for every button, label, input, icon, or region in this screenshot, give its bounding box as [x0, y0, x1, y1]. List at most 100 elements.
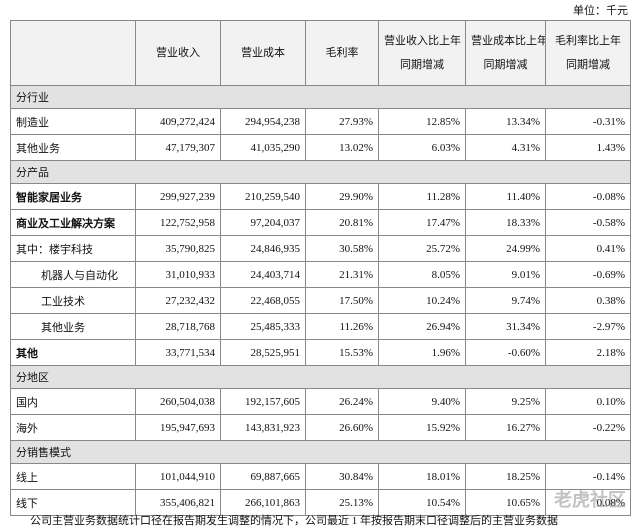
cell: 195,947,693 [135, 414, 221, 441]
cell: -0.60% [465, 339, 546, 366]
data-row: 线上 101,044,910 69,887,665 30.84% 18.01% 18.25… [10, 463, 631, 490]
cell: 10.24% [378, 287, 466, 314]
cell: 69,887,665 [220, 463, 306, 490]
row-label: 商业及工业解决方案 [10, 209, 136, 236]
section-label: 分产品 [10, 160, 631, 184]
data-row: 工业技术 27,232,432 22,468,055 17.50% 10.24% 9.74… [10, 287, 631, 314]
cell: 47,179,307 [135, 134, 221, 161]
row-label: 机器人与自动化 [10, 261, 136, 288]
cell: 260,504,038 [135, 388, 221, 415]
data-row: 海外 195,947,693 143,831,923 26.60% 15.92% 16.2… [10, 414, 631, 441]
header-line: 同期增减 [483, 59, 528, 71]
cell: -0.14% [545, 463, 631, 490]
section-label: 分地区 [10, 365, 631, 389]
cell: 16.27% [465, 414, 546, 441]
cell: 6.03% [378, 134, 466, 161]
header-cell: 营业成本 [220, 20, 306, 86]
cell: 143,831,923 [220, 414, 306, 441]
data-row: 线下 355,406,821 266,101,863 25.13% 10.54% 10.6… [10, 489, 631, 516]
data-row: 其中：楼宇科技 35,790,825 24,846,935 30.58% 25.72% 2… [10, 235, 631, 262]
cell: 20.81% [305, 209, 379, 236]
cell: 15.53% [305, 339, 379, 366]
data-row: 商业及工业解决方案 122,752,958 97,204,037 20.81% 17.4… [10, 209, 631, 236]
row-label: 工业技术 [10, 287, 136, 314]
cell: 18.01% [378, 463, 466, 490]
cell: 17.50% [305, 287, 379, 314]
data-row: 机器人与自动化 31,010,933 24,403,714 21.31% 8.05% 9.… [10, 261, 631, 288]
section-row: 分产品 [10, 160, 631, 184]
cell: -0.58% [545, 209, 631, 236]
header-cell: 毛利率比上年 同期增减 [545, 20, 631, 86]
cell: 28,525,951 [220, 339, 306, 366]
cell: -2.97% [545, 313, 631, 340]
section-row: 分地区 [10, 365, 631, 389]
cell: 266,101,863 [220, 489, 306, 516]
data-row: 其他业务 28,718,768 25,485,333 11.26% 26.94% 31.3… [10, 313, 631, 340]
cell: -0.22% [545, 414, 631, 441]
header-cell [10, 20, 136, 86]
row-label: 国内 [10, 388, 136, 415]
cell: 22,468,055 [220, 287, 306, 314]
cell: 18.33% [465, 209, 546, 236]
cell: 15.92% [378, 414, 466, 441]
cell: 12.85% [378, 108, 466, 135]
cell: 1.43% [545, 134, 631, 161]
cell: 2.18% [545, 339, 631, 366]
cell: 29.90% [305, 183, 379, 210]
cell: 101,044,910 [135, 463, 221, 490]
cell: 0.08% [545, 489, 631, 516]
cell: 210,259,540 [220, 183, 306, 210]
unit-label: 单位：千元 [573, 5, 628, 17]
row-label: 其他 [10, 339, 136, 366]
cell: 9.74% [465, 287, 546, 314]
cell: 25,485,333 [220, 313, 306, 340]
section-row: 分销售模式 [10, 440, 631, 464]
cell: 11.28% [378, 183, 466, 210]
cell: 299,927,239 [135, 183, 221, 210]
row-label: 其他业务 [10, 134, 136, 161]
header-cell: 营业成本比上年 同期增减 [465, 20, 546, 86]
cell: 27,232,432 [135, 287, 221, 314]
header-cell: 营业收入 [135, 20, 221, 86]
cell: 1.96% [378, 339, 466, 366]
cell: 9.25% [465, 388, 546, 415]
cell: 11.26% [305, 313, 379, 340]
header-line: 毛利率比上年 [555, 35, 621, 47]
cell: 9.40% [378, 388, 466, 415]
cell: 122,752,958 [135, 209, 221, 236]
cell: 17.47% [378, 209, 466, 236]
cell: 97,204,037 [220, 209, 306, 236]
data-row: 其他业务 47,179,307 41,035,290 13.02% 6.03% 4.31%… [10, 134, 631, 161]
cell: 8.05% [378, 261, 466, 288]
row-label: 线下 [10, 489, 136, 516]
cell: 192,157,605 [220, 388, 306, 415]
cell: 0.38% [545, 287, 631, 314]
section-label: 分行业 [10, 85, 631, 109]
cell: 10.65% [465, 489, 546, 516]
data-row: 其他 33,771,534 28,525,951 15.53% 1.96% -0.60% 2… [10, 339, 631, 366]
cell: 27.93% [305, 108, 379, 135]
cell: 13.02% [305, 134, 379, 161]
cell: 33,771,534 [135, 339, 221, 366]
cell: 31,010,933 [135, 261, 221, 288]
cell: 9.01% [465, 261, 546, 288]
row-label: 智能家居业务 [10, 183, 136, 210]
cell: 294,954,238 [220, 108, 306, 135]
cell: 26.24% [305, 388, 379, 415]
cell: -0.31% [545, 108, 631, 135]
header-line: 营业收入比上年 [384, 35, 461, 47]
cell: 24,403,714 [220, 261, 306, 288]
data-row: 智能家居业务 299,927,239 210,259,540 29.90% 11.28%… [10, 183, 631, 210]
cell: 41,035,290 [220, 134, 306, 161]
cell: -0.08% [545, 183, 631, 210]
cell: 24,846,935 [220, 235, 306, 262]
header-row: 营业收入 营业成本 毛利率 营业收入比上年 同期增减 营业成本比上年 同期增减 毛利率比上年同… [10, 20, 631, 86]
row-label: 海外 [10, 414, 136, 441]
cell: 26.94% [378, 313, 466, 340]
data-table: 营业收入 营业成本 毛利率 营业收入比上年 同期增减 营业成本比上年 同期增减 毛利率比上年同… [10, 20, 631, 516]
cell: 31.34% [465, 313, 546, 340]
cell: 35,790,825 [135, 235, 221, 262]
cell: 18.25% [465, 463, 546, 490]
cell: 11.40% [465, 183, 546, 210]
cell: 24.99% [465, 235, 546, 262]
